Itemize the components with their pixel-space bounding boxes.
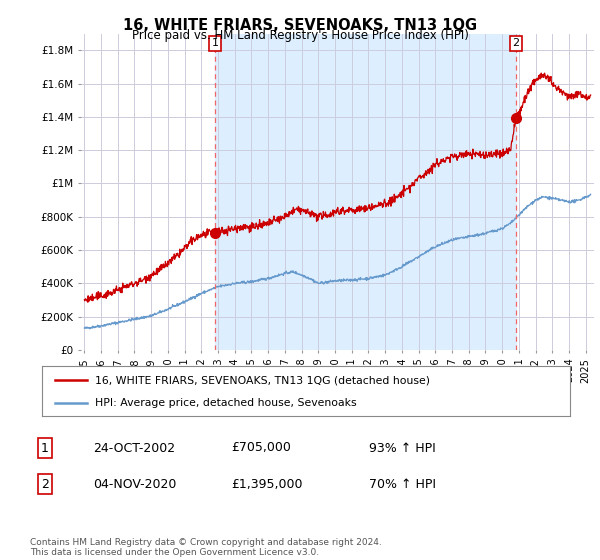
- Text: HPI: Average price, detached house, Sevenoaks: HPI: Average price, detached house, Seve…: [95, 398, 356, 408]
- Text: Price paid vs. HM Land Registry's House Price Index (HPI): Price paid vs. HM Land Registry's House …: [131, 29, 469, 42]
- Text: Contains HM Land Registry data © Crown copyright and database right 2024.
This d: Contains HM Land Registry data © Crown c…: [30, 538, 382, 557]
- Text: 70% ↑ HPI: 70% ↑ HPI: [369, 478, 436, 491]
- Text: 93% ↑ HPI: 93% ↑ HPI: [369, 441, 436, 455]
- Text: 1: 1: [212, 38, 218, 48]
- Text: 2: 2: [512, 38, 520, 48]
- Text: 24-OCT-2002: 24-OCT-2002: [93, 441, 175, 455]
- Text: 04-NOV-2020: 04-NOV-2020: [93, 478, 176, 491]
- Text: 16, WHITE FRIARS, SEVENOAKS, TN13 1QG (detached house): 16, WHITE FRIARS, SEVENOAKS, TN13 1QG (d…: [95, 375, 430, 385]
- Text: £705,000: £705,000: [231, 441, 291, 455]
- Text: 2: 2: [41, 478, 49, 491]
- Text: £1,395,000: £1,395,000: [231, 478, 302, 491]
- Text: 16, WHITE FRIARS, SEVENOAKS, TN13 1QG: 16, WHITE FRIARS, SEVENOAKS, TN13 1QG: [123, 18, 477, 33]
- Text: 1: 1: [41, 441, 49, 455]
- Bar: [215, 34, 516, 350]
